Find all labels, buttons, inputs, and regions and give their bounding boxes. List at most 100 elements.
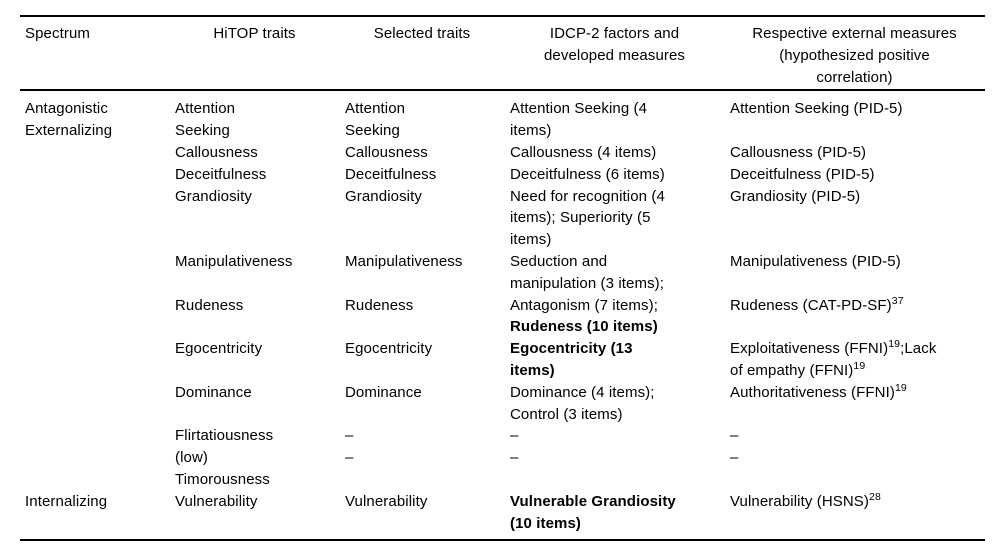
- cell-text: Manipulativeness (PID-5): [730, 252, 901, 270]
- table-row: Flirtatiousness – – –: [20, 425, 985, 447]
- cell-text: Dominance: [345, 383, 422, 401]
- cell-text: Callousness: [175, 143, 258, 161]
- cell-text: Seduction and manipulation (3 items);: [510, 252, 665, 292]
- cell-text: Antagonism (7 items);: [510, 296, 658, 314]
- cell-text: Internalizing: [25, 492, 108, 510]
- table-cell: Attention Seeking: [170, 90, 340, 142]
- table-cell: (low) Timorousness: [170, 447, 340, 491]
- table-cell: Dominance: [170, 382, 340, 426]
- cell-text: Rudeness (CAT-PD-SF): [730, 296, 892, 314]
- table-cell: [20, 142, 170, 164]
- cell-text: –: [510, 449, 519, 467]
- cell-text: Attention Seeking: [175, 100, 236, 140]
- table-cell: Grandiosity: [340, 186, 505, 251]
- table-cell: Internalizing: [20, 491, 170, 541]
- cell-text: Callousness (4 items): [510, 143, 657, 161]
- table-row: Antagonistic Externalizing Attention Seek…: [20, 90, 985, 142]
- column-header-5: Respective external measures (hypothesiz…: [752, 25, 957, 86]
- cell-text: Callousness (PID-5): [730, 143, 867, 161]
- cell-text: Antagonistic Externalizing: [25, 100, 113, 140]
- table-cell: Egocentricity: [340, 338, 505, 382]
- cell-text-bold: Vulnerable Grandiosity (10 items): [510, 492, 676, 532]
- table-row: Grandiosity Grandiosity Need for recogniti…: [20, 186, 985, 251]
- cell-text: –: [510, 427, 519, 445]
- table-cell: –: [725, 447, 985, 491]
- table-cell: Exploitativeness (FFNI)19;Lack of empath…: [725, 338, 985, 382]
- cell-text: ;Lack of empathy (FFNI): [730, 340, 937, 379]
- citation-superscript: 19: [888, 338, 901, 351]
- citation-superscript: 37: [891, 294, 904, 307]
- table-cell: –: [725, 425, 985, 447]
- table-cell: Deceitfulness: [170, 164, 340, 186]
- table-cell: Grandiosity (PID-5): [725, 186, 985, 251]
- table-cell: Deceitfulness: [340, 164, 505, 186]
- table-cell: Attention Seeking (4 items): [505, 90, 725, 142]
- cell-text: –: [345, 449, 354, 467]
- table-cell: [20, 338, 170, 382]
- cell-text: Deceitfulness: [345, 165, 437, 183]
- table-row: Rudeness Rudeness Antagonism (7 items); Ru…: [20, 295, 985, 339]
- table-cell: Callousness: [340, 142, 505, 164]
- table-cell: [20, 164, 170, 186]
- table-cell: Vulnerability: [340, 491, 505, 541]
- cell-text: –: [730, 449, 739, 467]
- table-row: Callousness Callousness Callousness (4 ite…: [20, 142, 985, 164]
- cell-text: Dominance (4 items); Control (3 items): [510, 383, 655, 423]
- cell-text: Vulnerability: [175, 492, 258, 510]
- table-cell: Manipulativeness (PID-5): [725, 251, 985, 295]
- table-cell: [20, 186, 170, 251]
- table-header: Spectrum HiTOP traits Selected traits IDCP-…: [20, 16, 985, 91]
- table-cell: Grandiosity: [170, 186, 340, 251]
- table-cell: Attention Seeking: [340, 90, 505, 142]
- cell-text: Deceitfulness (PID-5): [730, 165, 875, 183]
- column-header-2: HiTOP traits: [213, 25, 296, 42]
- table-cell: Rudeness (CAT-PD-SF)37: [725, 295, 985, 339]
- table-cell: Attention Seeking (PID-5): [725, 90, 985, 142]
- cell-text: Egocentricity: [345, 340, 433, 358]
- table-cell: Deceitfulness (6 items): [505, 164, 725, 186]
- table-cell: Antagonism (7 items); Rudeness (10 items…: [505, 295, 725, 339]
- table-row: (low) Timorousness – – –: [20, 447, 985, 491]
- cell-text: Rudeness: [175, 296, 244, 314]
- table-cell: Dominance (4 items); Control (3 items): [505, 382, 725, 426]
- cell-text: Manipulativeness: [175, 252, 293, 270]
- table-row: Deceitfulness Deceitfulness Deceitfulness …: [20, 164, 985, 186]
- table-cell: Authoritativeness (FFNI)19: [725, 382, 985, 426]
- cell-text: Authoritativeness (FFNI): [730, 383, 895, 401]
- cell-text-bold: Rudeness (10 items): [510, 318, 658, 336]
- cell-text-bold: Egocentricity (13 items): [510, 340, 633, 379]
- table-cell: –: [505, 425, 725, 447]
- table-cell: Rudeness: [170, 295, 340, 339]
- cell-text: Deceitfulness: [175, 165, 267, 183]
- cell-text: Manipulativeness: [345, 252, 463, 270]
- cell-text: Rudeness: [345, 296, 414, 314]
- header-row: Spectrum HiTOP traits Selected traits IDCP-…: [20, 16, 985, 91]
- citation-superscript: 19: [853, 359, 866, 372]
- table-row: Egocentricity Egocentricity Egocentricity …: [20, 338, 985, 382]
- cell-text: –: [730, 427, 739, 445]
- table-cell: Deceitfulness (PID-5): [725, 164, 985, 186]
- table-cell: Antagonistic Externalizing: [20, 90, 170, 142]
- table-cell: [20, 447, 170, 491]
- table-cell: Rudeness: [340, 295, 505, 339]
- cell-text: Dominance: [175, 383, 252, 401]
- table-cell: Vulnerable Grandiosity (10 items): [505, 491, 725, 541]
- cell-text: Vulnerability: [345, 492, 428, 510]
- cell-text: Egocentricity: [175, 340, 263, 358]
- table-row: Manipulativeness Manipulativeness Seductio…: [20, 251, 985, 295]
- table-cell: Callousness: [170, 142, 340, 164]
- table-cell: [20, 382, 170, 426]
- cell-text: Callousness: [345, 143, 428, 161]
- table-cell: Egocentricity (13 items): [505, 338, 725, 382]
- cell-text: Grandiosity: [345, 187, 422, 205]
- cell-text: Flirtatiousness: [175, 427, 274, 445]
- table-cell: Egocentricity: [170, 338, 340, 382]
- table-cell: Callousness (PID-5): [725, 142, 985, 164]
- table-cell: [20, 295, 170, 339]
- table-cell: –: [505, 447, 725, 491]
- cell-text: (low) Timorousness: [175, 449, 270, 488]
- table-cell: Flirtatiousness: [170, 425, 340, 447]
- cell-text: Deceitfulness (6 items): [510, 165, 665, 183]
- table-row: Internalizing Vulnerability Vulnerability V…: [20, 491, 985, 541]
